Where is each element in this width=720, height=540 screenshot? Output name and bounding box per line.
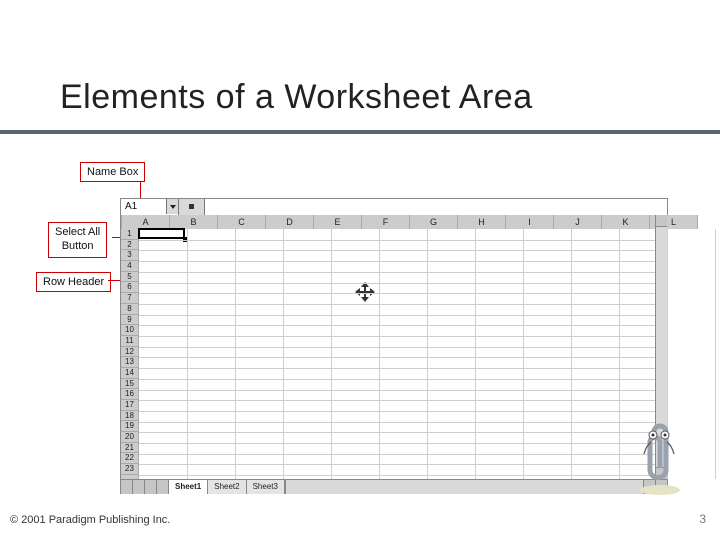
row-header[interactable]: 3: [121, 250, 138, 261]
column-header[interactable]: J: [554, 215, 602, 229]
row-header[interactable]: 2: [121, 240, 138, 251]
row-header[interactable]: 7: [121, 293, 138, 304]
row-header[interactable]: 16: [121, 389, 138, 400]
column-header[interactable]: K: [602, 215, 650, 229]
row-header[interactable]: 14: [121, 368, 138, 379]
scroll-up-button[interactable]: [656, 215, 667, 227]
row-header[interactable]: 20: [121, 432, 138, 443]
grid[interactable]: [139, 229, 655, 479]
sheet-tabs: Sheet1Sheet2Sheet3: [169, 480, 285, 494]
column-header[interactable]: E: [314, 215, 362, 229]
title-underline: [0, 130, 720, 134]
name-box-value: A1: [125, 201, 137, 212]
sheet-tab-bar: Sheet1Sheet2Sheet3: [121, 479, 667, 493]
sheet-tab[interactable]: Sheet3: [247, 480, 285, 494]
row-header[interactable]: 19: [121, 421, 138, 432]
sheet-tab[interactable]: Sheet2: [208, 480, 246, 494]
formula-bar[interactable]: [205, 199, 667, 215]
column-header[interactable]: F: [362, 215, 410, 229]
row-header[interactable]: 8: [121, 304, 138, 315]
callout-name-box: Name Box: [80, 162, 145, 182]
tab-nav-next[interactable]: [145, 480, 157, 494]
column-header[interactable]: H: [458, 215, 506, 229]
name-box-dropdown[interactable]: [166, 199, 178, 214]
column-header[interactable]: C: [218, 215, 266, 229]
column-header[interactable]: B: [170, 215, 218, 229]
row-header[interactable]: 4: [121, 261, 138, 272]
callout-row-header: Row Header: [36, 272, 111, 292]
callout-select-all-l1: Select AllButton: [55, 226, 100, 252]
hscroll-track[interactable]: [285, 480, 643, 494]
copyright: © 2001 Paradigm Publishing Inc.: [10, 514, 170, 526]
column-header[interactable]: G: [410, 215, 458, 229]
row-header[interactable]: 18: [121, 411, 138, 422]
tab-nav-prev[interactable]: [133, 480, 145, 494]
row-header[interactable]: 6: [121, 282, 138, 293]
tab-nav-first[interactable]: [121, 480, 133, 494]
row-header[interactable]: 22: [121, 453, 138, 464]
row-header[interactable]: 11: [121, 336, 138, 347]
slide-title: Elements of a Worksheet Area: [60, 78, 533, 117]
row-header[interactable]: 9: [121, 315, 138, 326]
row-header[interactable]: 5: [121, 272, 138, 283]
cell-pointer-cursor: [357, 284, 373, 300]
column-headers: ABCDEFGHIJKL: [122, 215, 698, 228]
office-assistant-icon: [632, 420, 688, 496]
fx-icon: [189, 204, 194, 209]
sheet-tab[interactable]: Sheet1: [169, 480, 208, 494]
row-header[interactable]: 17: [121, 400, 138, 411]
name-box[interactable]: A1: [121, 199, 179, 215]
grid-wrap: 1234567891011121314151617181920212223: [121, 229, 655, 479]
column-header[interactable]: I: [506, 215, 554, 229]
row-header[interactable]: 21: [121, 443, 138, 454]
active-cell[interactable]: [138, 228, 185, 239]
column-header-row: ABCDEFGHIJKL: [121, 215, 655, 229]
row-header[interactable]: 13: [121, 357, 138, 368]
spreadsheet: A1 ABCDEFGHIJKL 123456789101112131415161…: [120, 198, 668, 494]
slide: Elements of a Worksheet Area Name Box Se…: [0, 0, 720, 540]
row-header[interactable]: 12: [121, 347, 138, 358]
tab-nav-last[interactable]: [157, 480, 169, 494]
callout-select-all: Select AllButton: [48, 222, 107, 258]
row-header[interactable]: 1: [121, 229, 138, 240]
column-header[interactable]: A: [122, 215, 170, 229]
row-header[interactable]: 23: [121, 464, 138, 475]
formula-bar-row: A1: [121, 199, 667, 215]
row-header[interactable]: 15: [121, 379, 138, 390]
row-headers: 1234567891011121314151617181920212223: [121, 229, 139, 479]
row-header[interactable]: 10: [121, 325, 138, 336]
page-number: 3: [699, 512, 706, 526]
column-header[interactable]: D: [266, 215, 314, 229]
formula-bar-buttons[interactable]: [179, 199, 205, 215]
